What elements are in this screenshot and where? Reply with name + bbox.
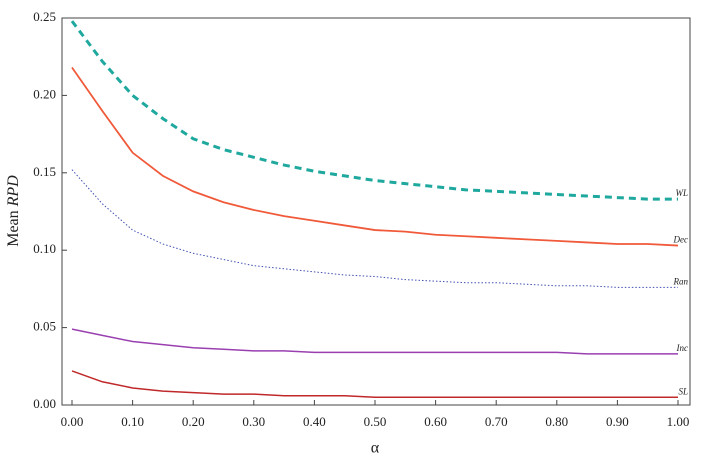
x-tick-label: 0.70 — [485, 414, 508, 429]
x-tick-label: 0.50 — [364, 414, 387, 429]
line-series — [71, 370, 679, 399]
series-label: Ran — [673, 276, 689, 286]
y-tick-label: 0.05 — [33, 319, 56, 334]
y-tick-label: 0.20 — [33, 86, 56, 101]
y-tick-label: 0.10 — [33, 241, 56, 256]
x-tick-label: 0.40 — [303, 414, 326, 429]
line-series — [70, 20, 679, 201]
series-label: SL — [678, 386, 688, 396]
y-axis-label-italic: RPD — [5, 175, 22, 208]
plot-frame — [61, 17, 691, 406]
x-tick-label: 0.00 — [61, 414, 84, 429]
y-tick-label: 0.25 — [33, 9, 56, 24]
x-tick-label: 0.20 — [182, 414, 205, 429]
x-tick-label: 1.00 — [667, 414, 690, 429]
line-series — [71, 67, 679, 247]
series-label: WL — [675, 188, 688, 198]
x-tick-label: 0.90 — [606, 414, 629, 429]
x-tick-label: 0.10 — [121, 414, 144, 429]
x-tick-label: 0.80 — [545, 414, 568, 429]
series-label: Dec — [673, 235, 689, 245]
y-axis-label: Mean RPD — [5, 175, 22, 247]
x-tick-label: 0.60 — [424, 414, 447, 429]
y-tick-label: 0.15 — [33, 164, 56, 179]
y-axis-label-text: Mean — [5, 210, 22, 246]
line-series — [71, 328, 679, 355]
x-axis-label: α — [371, 440, 380, 457]
series-label: Inc — [676, 343, 689, 353]
x-tick-label: 0.30 — [242, 414, 265, 429]
line-series — [71, 169, 679, 288]
y-tick-label: 0.00 — [33, 396, 56, 411]
